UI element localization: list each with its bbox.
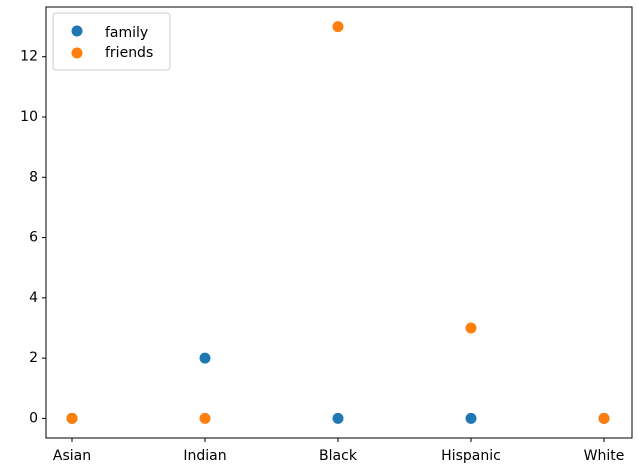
x-axis: Asian Indian Black Hispanic White xyxy=(53,438,624,464)
point-friends-hispanic xyxy=(465,322,477,334)
x-tick-label: Hispanic xyxy=(441,448,501,464)
y-tick-label: 12 xyxy=(20,49,38,65)
y-tick-label: 8 xyxy=(29,169,38,185)
y-tick-label: 10 xyxy=(20,109,38,125)
legend-label-family: family xyxy=(105,25,148,41)
point-family-black xyxy=(332,412,344,424)
point-friends-indian xyxy=(199,412,211,424)
x-tick-label: Black xyxy=(319,448,358,464)
x-tick-label: Indian xyxy=(183,448,226,464)
data-points xyxy=(66,21,610,424)
point-friends-white xyxy=(598,412,610,424)
point-friends-black xyxy=(332,21,344,33)
y-tick-label: 6 xyxy=(29,230,38,246)
plot-area xyxy=(45,6,633,439)
legend-marker-family xyxy=(71,25,83,37)
point-friends-asian xyxy=(66,412,78,424)
y-tick-label: 4 xyxy=(29,290,38,306)
legend-marker-friends xyxy=(71,47,83,59)
y-tick-label: 2 xyxy=(29,350,38,366)
point-family-hispanic xyxy=(465,412,477,424)
legend-box xyxy=(52,12,171,71)
legend: family friends xyxy=(52,12,171,71)
x-tick-label: Asian xyxy=(53,448,91,464)
point-family-indian xyxy=(199,352,211,364)
x-tick-label: White xyxy=(584,448,625,464)
y-axis: 0 2 4 6 8 10 12 xyxy=(20,49,46,426)
legend-label-friends: friends xyxy=(105,45,153,61)
y-tick-label: 0 xyxy=(29,410,38,426)
